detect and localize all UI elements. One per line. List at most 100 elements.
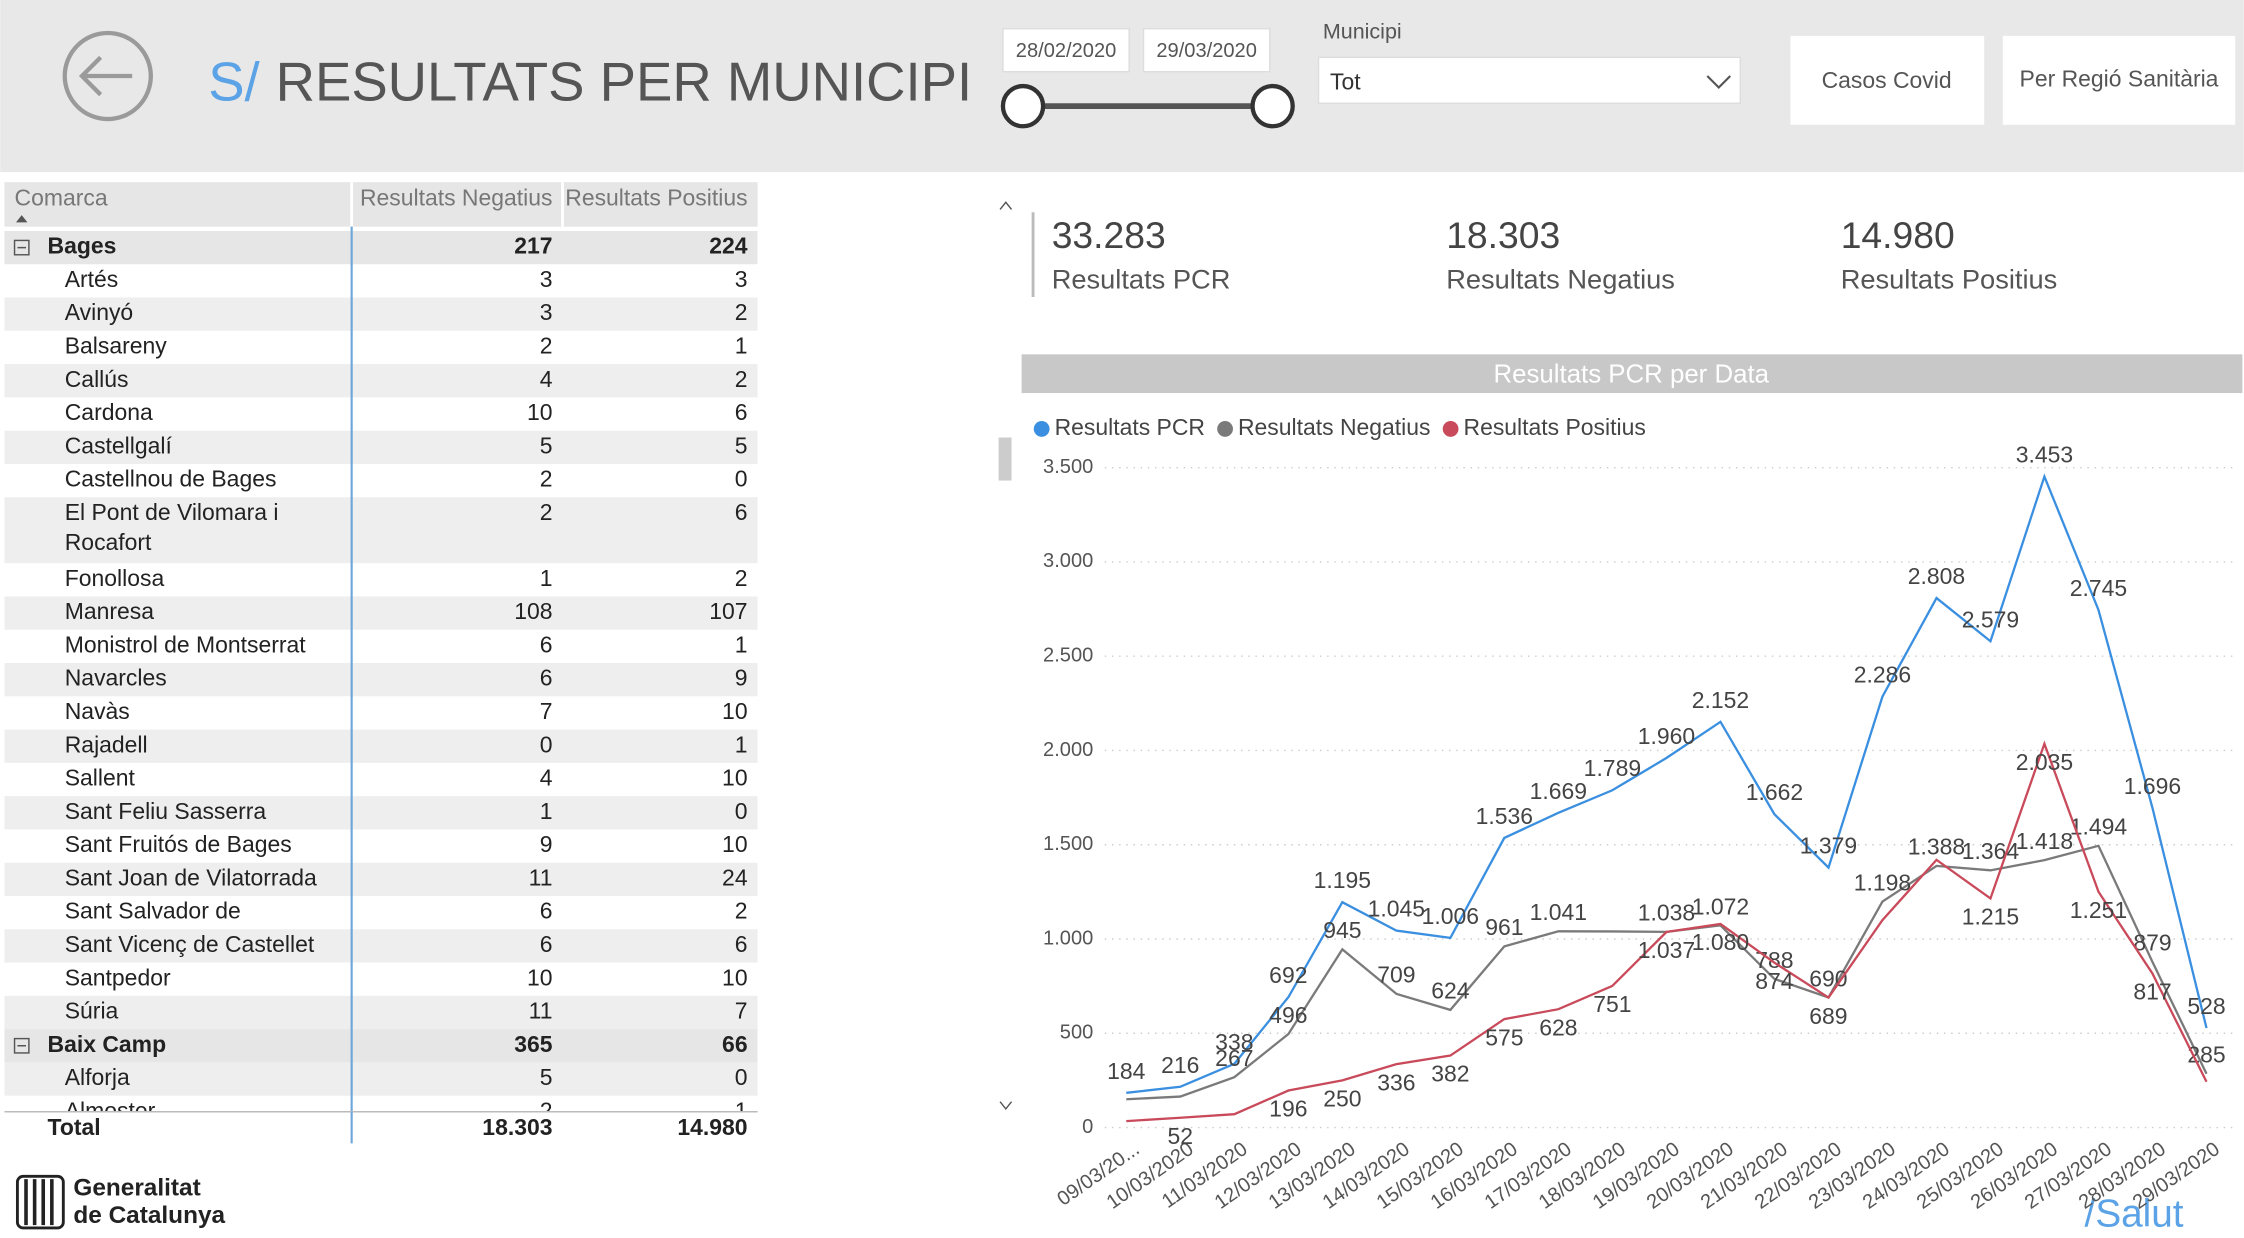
button-label: Per Regió Sanitària	[2020, 65, 2219, 91]
cell-value: 1	[735, 731, 748, 757]
total-value: 18.303	[482, 1114, 552, 1140]
data-label: 52	[1168, 1123, 1194, 1149]
cell-value: 7	[735, 998, 748, 1024]
table-header	[4, 182, 758, 227]
row-bg	[4, 1029, 758, 1063]
brand: /Salut	[2085, 1193, 2184, 1236]
row-name: Alforja	[65, 1064, 130, 1090]
data-label: 692	[1269, 962, 1307, 988]
total-row-bg	[4, 1111, 758, 1144]
row-name: Súria	[65, 998, 119, 1024]
data-label: 628	[1539, 1014, 1577, 1040]
legend-label: Resultats Negatius	[1238, 414, 1431, 440]
cell-value: 2	[540, 1097, 553, 1123]
row-name: Sant Joan de Vilatorrada	[65, 864, 317, 890]
cell-value: 4	[540, 366, 553, 392]
date-end-box[interactable]	[1142, 27, 1271, 73]
row-bg	[4, 297, 758, 331]
button[interactable]	[2002, 35, 2236, 125]
data-label: 1.080	[1692, 929, 1749, 955]
cell-value: 3	[540, 299, 553, 325]
row-name: Baix Camp	[48, 1031, 167, 1057]
cell-value: 10	[527, 964, 553, 990]
row-name: Sallent	[65, 765, 136, 791]
scrollbar[interactable]	[998, 201, 1013, 1111]
cell-value: 108	[514, 598, 552, 624]
data-label: 879	[2133, 930, 2171, 956]
data-label: 1.251	[2070, 897, 2127, 923]
data-label: 1.198	[1854, 870, 1911, 896]
sort-icon	[15, 215, 28, 223]
button[interactable]	[1790, 35, 1985, 125]
data-label: 1.960	[1638, 723, 1695, 749]
cell-value: 1	[735, 333, 748, 359]
kpi-value: 33.283	[1052, 214, 1166, 256]
page-title: RESULTATS PER MUNICIPI	[276, 51, 972, 112]
cell-value: 10	[722, 964, 748, 990]
kpi-label: Resultats Negatius	[1446, 263, 1675, 294]
cell-value: 10	[722, 698, 748, 724]
kpi-label: Resultats PCR	[1052, 263, 1231, 294]
data-label: 496	[1269, 1002, 1307, 1028]
cell-value: 6	[735, 931, 748, 957]
data-label: 1.388	[1908, 834, 1965, 860]
cell-value: 1	[735, 631, 748, 657]
data-label: 1.536	[1476, 803, 1533, 829]
data-label: 184	[1107, 1058, 1146, 1084]
cell-value: 6	[540, 631, 553, 657]
data-label: 751	[1593, 991, 1631, 1017]
cell-value: 107	[709, 598, 747, 624]
row-bg	[4, 430, 758, 464]
data-label: 250	[1323, 1086, 1361, 1112]
data-label: 874	[1755, 968, 1794, 994]
cell-value: 3	[735, 266, 748, 292]
chart-title: Resultats PCR per Data	[1494, 361, 1770, 389]
cell-value: 0	[735, 798, 748, 824]
data-label: 196	[1269, 1096, 1307, 1122]
date-end: 29/03/2020	[1156, 40, 1257, 62]
data-label: 709	[1377, 962, 1415, 988]
row-name: Sant Fruitós de Bages	[65, 831, 292, 857]
row-name: Manresa	[65, 598, 154, 624]
column-header: Resultats Negatius	[360, 184, 553, 210]
data-label: 3.453	[2016, 441, 2073, 467]
row-name: Sant Vicenç de Castellet	[65, 931, 315, 957]
cell-value: 11	[529, 864, 553, 890]
data-label: 1.045	[1368, 895, 1425, 921]
row-name: Sant Feliu Sasserra	[65, 798, 267, 824]
logo-text: Generalitat	[73, 1175, 200, 1202]
legend-label: Resultats Positius	[1464, 414, 1646, 440]
data-label: 624	[1431, 978, 1470, 1004]
data-label: 216	[1161, 1052, 1199, 1078]
row-name: Almoster	[65, 1097, 156, 1123]
slider-handle[interactable]	[1250, 83, 1295, 129]
series-line	[1126, 740, 2208, 1123]
column-header: Resultats Positius	[565, 184, 747, 210]
button-label: Casos Covid	[1822, 67, 1952, 93]
slider-handle[interactable]	[1000, 83, 1046, 129]
cell-value: 10	[722, 831, 748, 857]
y-tick-label: 500	[1060, 1022, 1094, 1044]
row-name: Bages	[48, 233, 117, 259]
dropdown-label: Municipi	[1323, 20, 1402, 44]
row-bg	[4, 796, 758, 830]
data-label: 575	[1485, 1024, 1523, 1050]
row-name: Avinyó	[65, 299, 133, 325]
data-label: 2.745	[2070, 575, 2127, 601]
chevron	[1706, 75, 1732, 90]
dropdown[interactable]	[1317, 56, 1741, 105]
data-label: 1.418	[2016, 828, 2073, 854]
cell-value: 6	[735, 499, 748, 525]
row-name: Monistrol de Montserrat	[65, 631, 307, 657]
data-label: 1.041	[1530, 899, 1587, 925]
cell-value: 10	[527, 399, 553, 425]
row-name: Balsareny	[65, 333, 168, 359]
cell-value: 9	[735, 665, 748, 691]
total-label: Total	[48, 1114, 101, 1140]
data-label: 336	[1377, 1069, 1415, 1095]
cell-value: 2	[735, 366, 748, 392]
back-button[interactable]	[62, 30, 153, 122]
date-start-box[interactable]	[1002, 27, 1130, 73]
date-start: 28/02/2020	[1016, 40, 1117, 62]
y-tick-label: 3.000	[1043, 550, 1093, 572]
